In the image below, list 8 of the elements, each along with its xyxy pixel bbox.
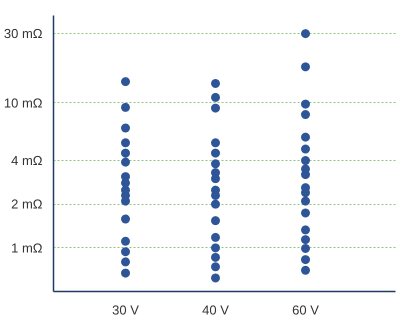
- x-tick-label: 40 V: [202, 302, 230, 318]
- y-tick-label: 30 mΩ: [4, 26, 43, 42]
- x-tick-label: 30 V: [112, 302, 140, 318]
- y-tick-label: 2 mΩ: [11, 196, 43, 212]
- y-tick-label: 4 mΩ: [11, 153, 43, 168]
- y-tick-label: 10 mΩ: [4, 95, 43, 110]
- x-tick-label: 60 V: [292, 302, 320, 318]
- y-tick-label: 1 mΩ: [11, 240, 43, 256]
